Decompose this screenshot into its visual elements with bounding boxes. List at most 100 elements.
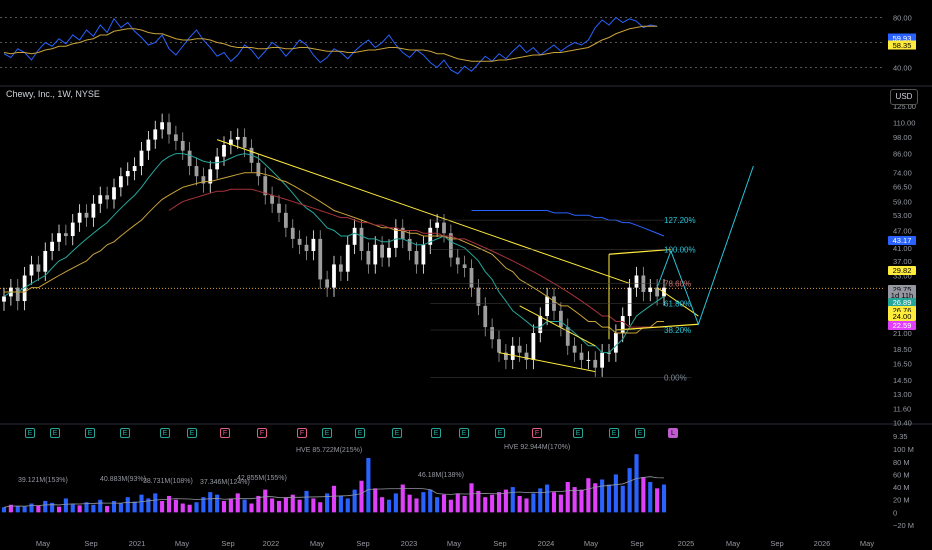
candle-body bbox=[338, 264, 343, 272]
price-tick-label: 47.00 bbox=[893, 226, 912, 235]
earnings-event-marker[interactable]: E bbox=[431, 428, 441, 438]
time-axis-label: 2025 bbox=[678, 539, 695, 548]
price-axis-label: 26.76 bbox=[888, 306, 916, 315]
financial-event-marker[interactable]: F bbox=[532, 428, 542, 438]
financial-event-marker[interactable]: F bbox=[257, 428, 267, 438]
volume-bar bbox=[469, 483, 474, 513]
rsi-line bbox=[3, 16, 658, 75]
time-axis-label: 2026 bbox=[814, 539, 831, 548]
candle-body bbox=[497, 339, 501, 353]
earnings-event-marker[interactable]: E bbox=[573, 428, 583, 438]
candle-body bbox=[393, 227, 398, 248]
volume-bar bbox=[111, 500, 117, 513]
price-axis-label: 22.59 bbox=[888, 321, 916, 330]
volume-bar bbox=[283, 497, 288, 513]
time-axis-label: May bbox=[310, 539, 324, 548]
volume-ma-line bbox=[3, 476, 665, 508]
volume-tick-label: 0 bbox=[893, 508, 897, 517]
volume-bar bbox=[380, 497, 385, 513]
candle-body bbox=[318, 238, 323, 280]
candle-body bbox=[366, 251, 371, 265]
candle-body bbox=[572, 345, 577, 353]
volume-bar bbox=[325, 493, 330, 513]
candle-body bbox=[435, 222, 440, 228]
price-tick-label: 37.00 bbox=[893, 257, 912, 266]
candle-body bbox=[63, 233, 68, 237]
candle-body bbox=[531, 333, 536, 360]
earnings-event-marker[interactable]: E bbox=[160, 428, 170, 438]
volume-bar bbox=[428, 489, 433, 513]
price-tick-label: 11.60 bbox=[893, 405, 911, 414]
candle-body bbox=[153, 129, 158, 140]
volume-bar bbox=[84, 502, 89, 513]
volume-bar bbox=[311, 498, 316, 513]
candle-body bbox=[146, 139, 151, 151]
earnings-event-marker[interactable]: E bbox=[25, 428, 35, 438]
candle-body bbox=[641, 275, 646, 292]
fib-level-label: 127.20% bbox=[664, 216, 696, 225]
time-axis-label: Sep bbox=[630, 539, 643, 548]
candle-body bbox=[634, 275, 639, 288]
volume-bar bbox=[256, 495, 261, 513]
candle-body bbox=[222, 145, 226, 157]
volume-bar bbox=[421, 492, 426, 513]
price-tick-label: 41.00 bbox=[893, 244, 912, 253]
candle-body bbox=[448, 233, 453, 258]
candle-body bbox=[105, 195, 110, 200]
upcoming-event-marker[interactable]: L bbox=[668, 428, 678, 438]
financial-event-marker[interactable]: F bbox=[297, 428, 307, 438]
time-axis-label: Sep bbox=[84, 539, 97, 548]
time-axis-label: May bbox=[447, 539, 461, 548]
earnings-event-marker[interactable]: E bbox=[50, 428, 60, 438]
candle-body bbox=[593, 359, 598, 368]
ema-long-line bbox=[471, 209, 665, 237]
candle-body bbox=[462, 264, 467, 269]
candle-body bbox=[510, 345, 515, 360]
candle-body bbox=[558, 310, 563, 328]
fib-level-label: 38.20% bbox=[664, 326, 691, 335]
volume-bar bbox=[36, 505, 41, 513]
earnings-event-marker[interactable]: E bbox=[187, 428, 197, 438]
volume-bar bbox=[579, 489, 584, 513]
price-tick-label: 125.00 bbox=[893, 102, 916, 111]
candle-body bbox=[139, 150, 144, 167]
price-tick-label: 10.40 bbox=[893, 418, 912, 427]
earnings-event-marker[interactable]: E bbox=[322, 428, 332, 438]
volume-annotation: HVE 92.944M(170%) bbox=[504, 444, 571, 451]
financial-event-marker[interactable]: F bbox=[220, 428, 230, 438]
candle-body bbox=[180, 140, 185, 151]
earnings-event-marker[interactable]: E bbox=[635, 428, 645, 438]
price-tick-label: 86.00 bbox=[893, 150, 912, 159]
earnings-event-marker[interactable]: E bbox=[120, 428, 130, 438]
candle-body bbox=[15, 287, 20, 302]
candle-body bbox=[600, 352, 605, 368]
currency-button[interactable]: USD bbox=[890, 89, 918, 105]
earnings-event-marker[interactable]: E bbox=[459, 428, 469, 438]
volume-bar bbox=[655, 488, 660, 513]
candle-body bbox=[2, 296, 6, 302]
volume-bar bbox=[160, 500, 165, 513]
candle-body bbox=[125, 171, 130, 177]
volume-bar bbox=[510, 487, 515, 513]
rsi-value-box bbox=[888, 40, 916, 50]
earnings-event-marker[interactable]: E bbox=[355, 428, 365, 438]
volume-tick-label: 40 M bbox=[893, 483, 910, 492]
earnings-event-marker[interactable]: E bbox=[495, 428, 505, 438]
volume-bar bbox=[572, 487, 577, 513]
earnings-event-marker[interactable]: E bbox=[392, 428, 402, 438]
volume-bar bbox=[235, 493, 240, 513]
volume-bar bbox=[414, 498, 419, 513]
earnings-event-marker[interactable]: E bbox=[609, 428, 619, 438]
rsi-value-label: 58.35 bbox=[893, 41, 912, 50]
volume-bar bbox=[551, 492, 557, 513]
volume-bar bbox=[290, 494, 295, 513]
projection-path bbox=[656, 165, 754, 326]
volume-bar bbox=[462, 495, 467, 513]
time-axis-label: 2021 bbox=[129, 539, 146, 548]
volume-bar bbox=[455, 493, 460, 513]
volume-bar bbox=[242, 499, 247, 513]
earnings-event-marker[interactable]: E bbox=[85, 428, 95, 438]
volume-bar bbox=[490, 494, 495, 513]
candle-body bbox=[352, 227, 357, 245]
